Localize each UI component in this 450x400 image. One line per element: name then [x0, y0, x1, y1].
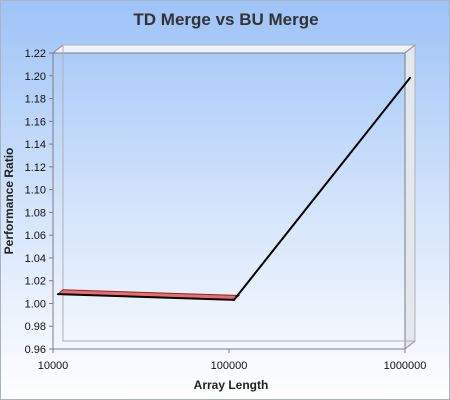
- y-axis-title: Performance Ratio: [2, 148, 16, 255]
- series-layer: [56, 76, 411, 301]
- plot-border: [52, 52, 406, 350]
- x-tick-label: 10000: [38, 360, 69, 372]
- data-point: [409, 76, 411, 79]
- plot-right-edge: [404, 43, 416, 351]
- y-tick-label: 1.12: [25, 162, 46, 174]
- y-tick-label: 0.96: [25, 344, 46, 356]
- y-tick-label: 1.06: [25, 230, 46, 242]
- y-axis: 0.96 0.98 1.00 1.02 1.04 1.06 1.08 1.10 1.12 1.14…: [25, 48, 53, 356]
- data-point: [57, 293, 59, 296]
- plot-top-edge: [51, 44, 417, 54]
- y-tick-label: 1.08: [25, 207, 46, 219]
- chart-title: TD Merge vs BU Merge: [133, 10, 318, 29]
- y-tick-label: 1.16: [25, 116, 46, 128]
- series-line: [57, 77, 411, 301]
- data-point: [233, 298, 235, 301]
- y-tick-label: 1.10: [25, 185, 46, 197]
- plot-area: [51, 43, 417, 351]
- x-axis-title: Array Length: [194, 378, 269, 392]
- x-tick-label: 100000: [211, 360, 248, 372]
- y-tick-label: 1.20: [25, 71, 46, 83]
- y-tick-label: 1.00: [25, 298, 46, 310]
- x-tick-label: 1000000: [384, 360, 427, 372]
- y-tick-label: 1.18: [25, 94, 46, 106]
- y-tick-label: 1.22: [25, 48, 46, 60]
- x-axis: 10000 100000 1000000: [38, 349, 427, 372]
- y-tick-label: 0.98: [25, 321, 46, 333]
- y-tick-label: 1.02: [25, 276, 46, 288]
- plot-back-wall: [62, 44, 416, 342]
- y-tick-label: 1.14: [25, 139, 46, 151]
- y-tick-label: 1.04: [25, 253, 46, 265]
